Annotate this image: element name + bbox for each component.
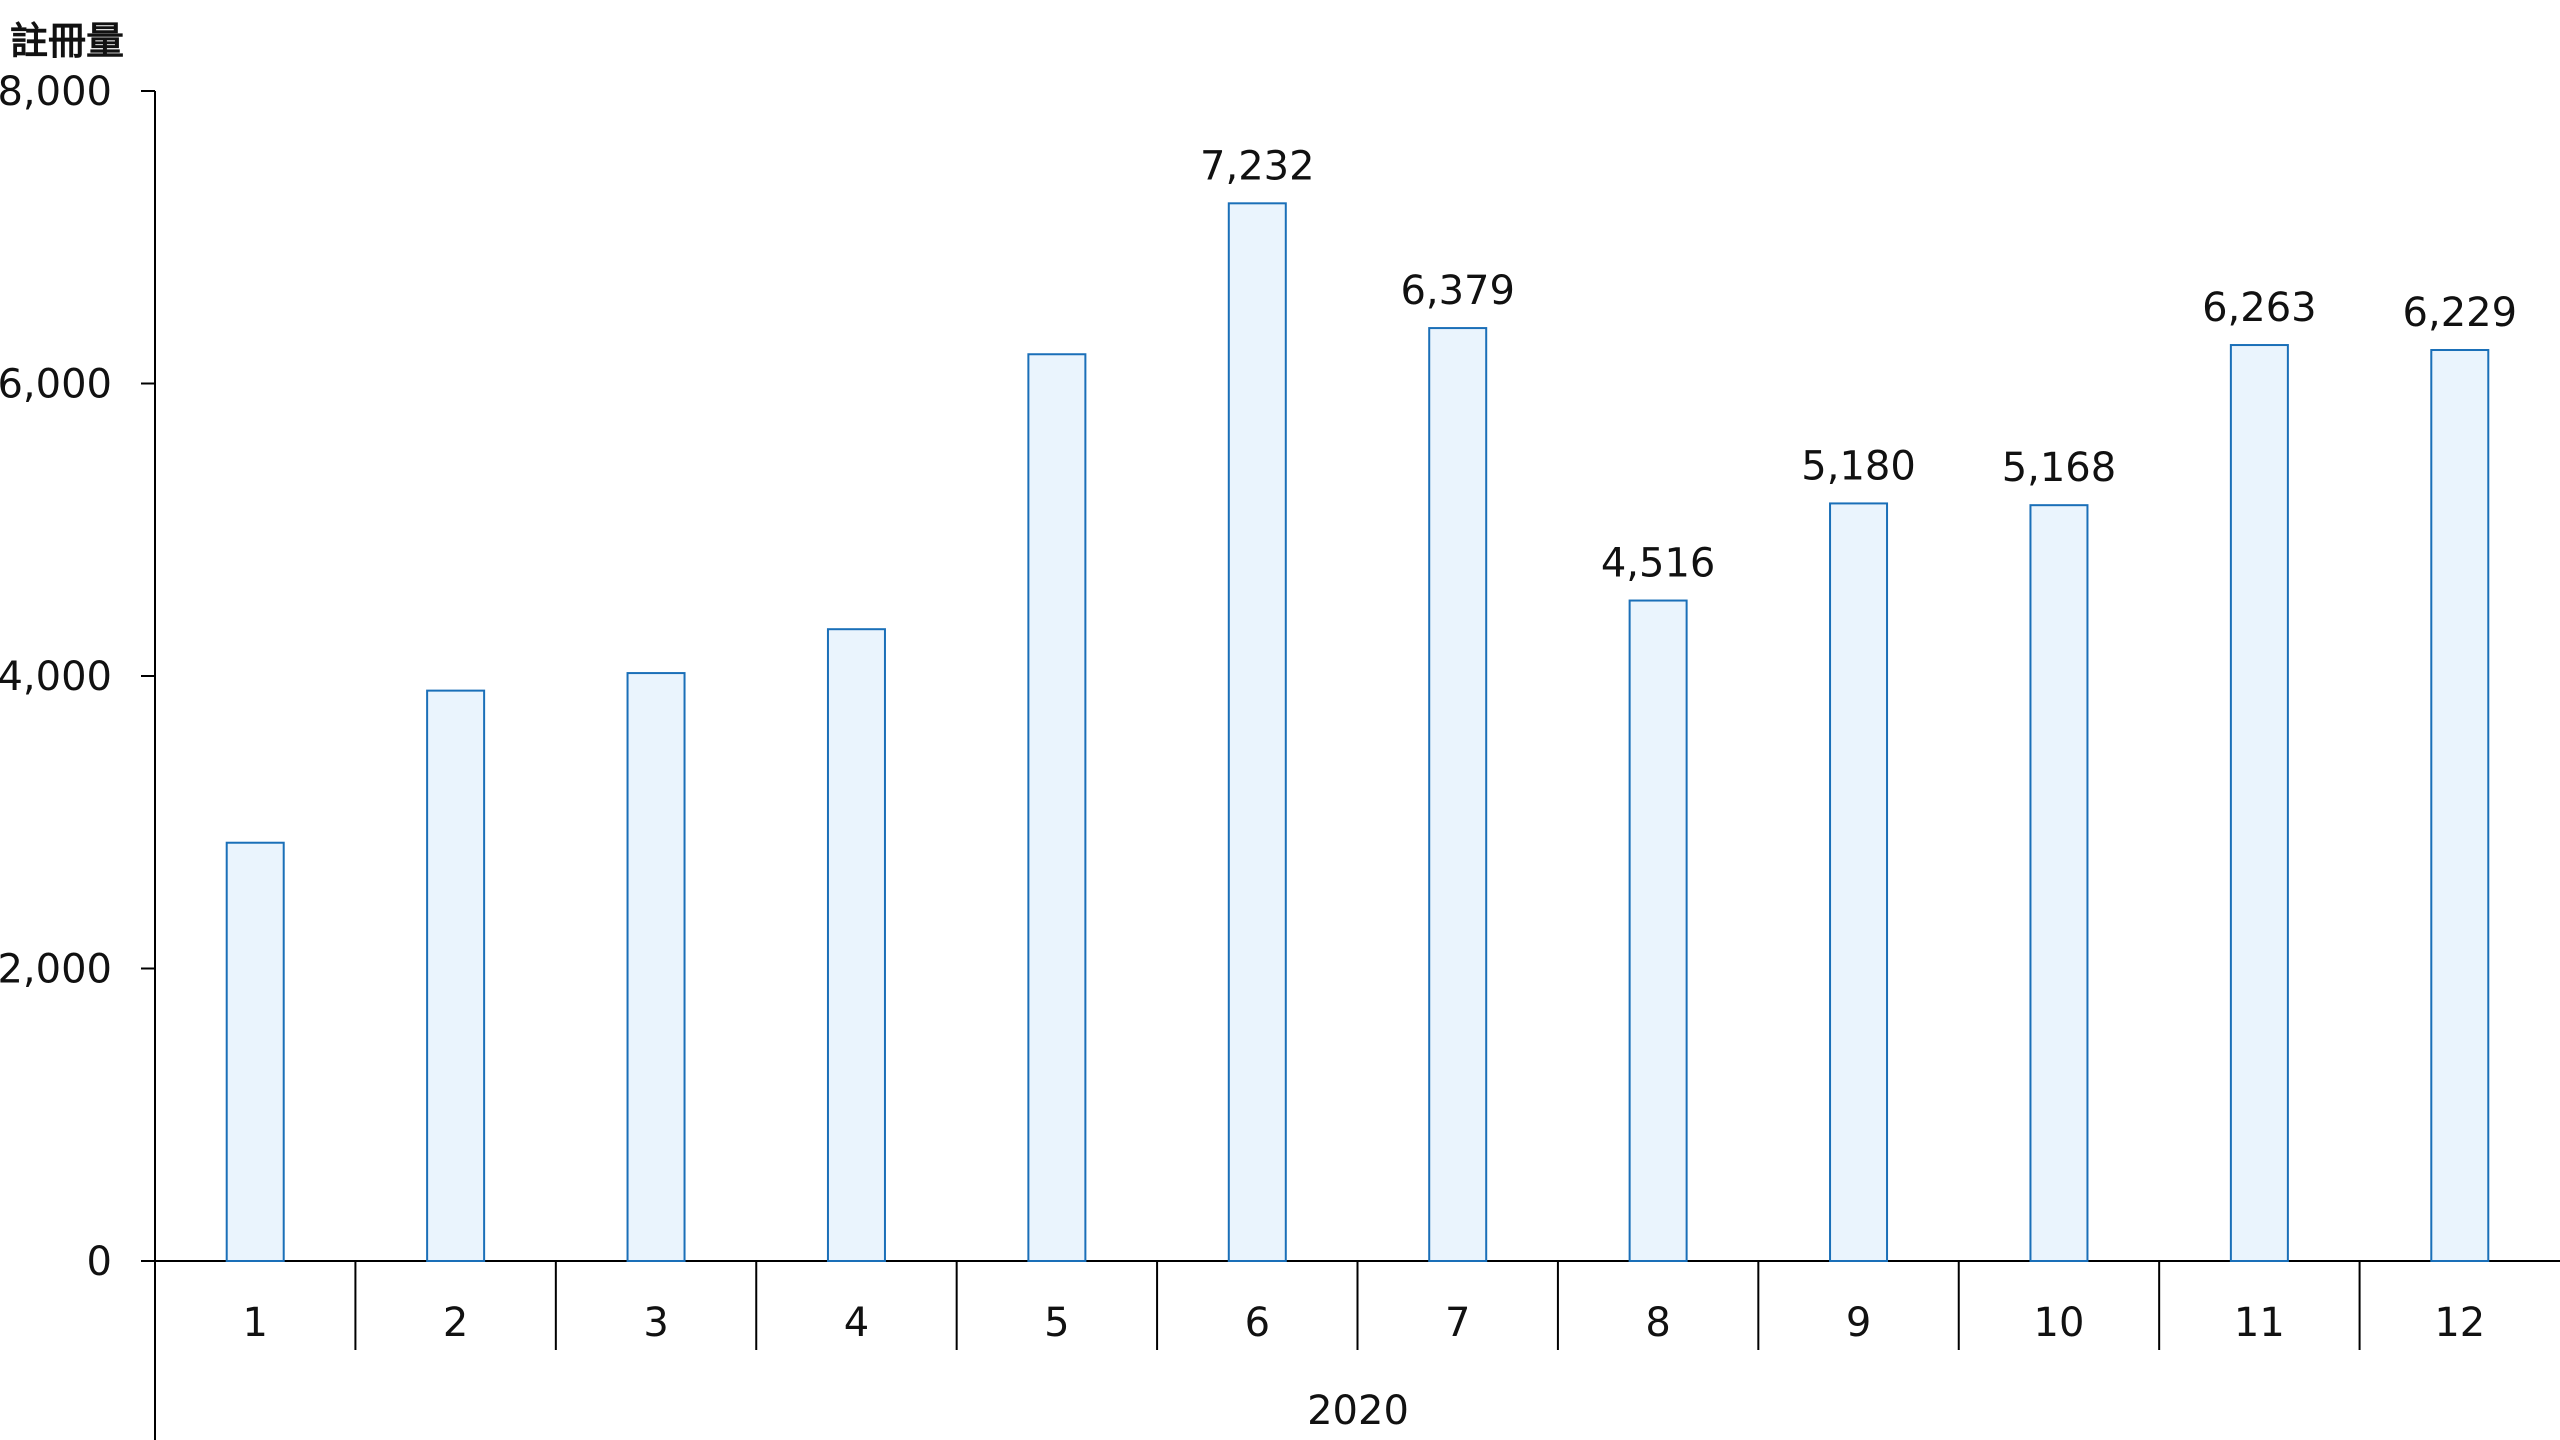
- x-tick-label: 6: [1245, 1300, 1270, 1346]
- bar-month-2: [426, 689, 486, 1262]
- bar-month-4: [826, 628, 886, 1262]
- y-tick-label: 4,000: [0, 654, 112, 700]
- y-tick-label: 6,000: [0, 362, 112, 408]
- bar-month-10: [2029, 504, 2089, 1262]
- x-tick-label: 9: [1846, 1300, 1871, 1346]
- x-tick-label: 3: [643, 1300, 668, 1346]
- bar-month-12: [2430, 349, 2490, 1263]
- data-label: 6,263: [2202, 285, 2317, 331]
- bar-month-7: [1428, 327, 1488, 1263]
- x-tick-label: 7: [1445, 1300, 1470, 1346]
- bar-month-11: [2229, 344, 2289, 1262]
- bar-month-8: [1628, 599, 1688, 1262]
- x-tick-label: 1: [242, 1300, 267, 1346]
- y-tick-label: 0: [87, 1239, 112, 1285]
- x-tick-label: 8: [1645, 1300, 1670, 1346]
- bar-month-6: [1227, 202, 1287, 1263]
- bar-month-5: [1027, 353, 1087, 1262]
- x-tick-label: 11: [2234, 1300, 2285, 1346]
- x-tick-label: 10: [2034, 1300, 2085, 1346]
- x-tick-label: 12: [2434, 1300, 2485, 1346]
- y-axis-title: 註冊量: [10, 19, 124, 63]
- bar-month-9: [1829, 502, 1889, 1262]
- x-tick-label: 4: [844, 1300, 869, 1346]
- data-label: 4,516: [1601, 541, 1716, 587]
- x-tick-label: 5: [1044, 1300, 1069, 1346]
- data-label: 6,229: [2403, 290, 2518, 336]
- x-tick-label: 2: [443, 1300, 468, 1346]
- bar-month-1: [225, 841, 285, 1262]
- y-tick-label: 2,000: [0, 947, 112, 993]
- x-axis-group-label: 2020: [1307, 1388, 1409, 1434]
- data-label: 5,168: [2002, 445, 2117, 491]
- data-label: 6,379: [1400, 268, 1515, 314]
- data-label: 5,180: [1801, 443, 1916, 489]
- y-tick-label: 8,000: [0, 69, 112, 115]
- data-label: 7,232: [1200, 143, 1315, 189]
- bar-month-3: [626, 672, 686, 1262]
